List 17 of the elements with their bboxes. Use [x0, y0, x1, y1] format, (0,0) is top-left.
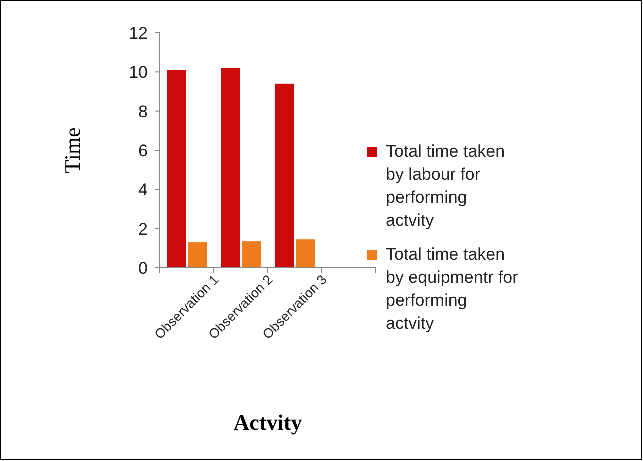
bar — [242, 242, 261, 268]
y-tick-label: 12 — [129, 24, 148, 43]
bar — [188, 242, 207, 268]
y-tick-label: 8 — [138, 102, 148, 122]
legend-label: Total time taken by equipmentr for performing actvity — [386, 245, 519, 333]
legend-label: Total time taken by labour for performing actvity — [386, 142, 506, 230]
bar — [221, 68, 240, 268]
x-axis-title: Actvity — [234, 410, 302, 435]
y-axis-title: Time — [60, 128, 85, 174]
bar — [296, 240, 315, 268]
y-tick-label: 4 — [138, 180, 148, 200]
bar — [167, 70, 186, 268]
y-tick-label: 10 — [129, 63, 148, 82]
y-tick-label: 0 — [138, 258, 148, 278]
bar — [275, 84, 294, 268]
y-tick-label: 6 — [138, 141, 148, 160]
y-tick-label: 2 — [138, 220, 148, 239]
